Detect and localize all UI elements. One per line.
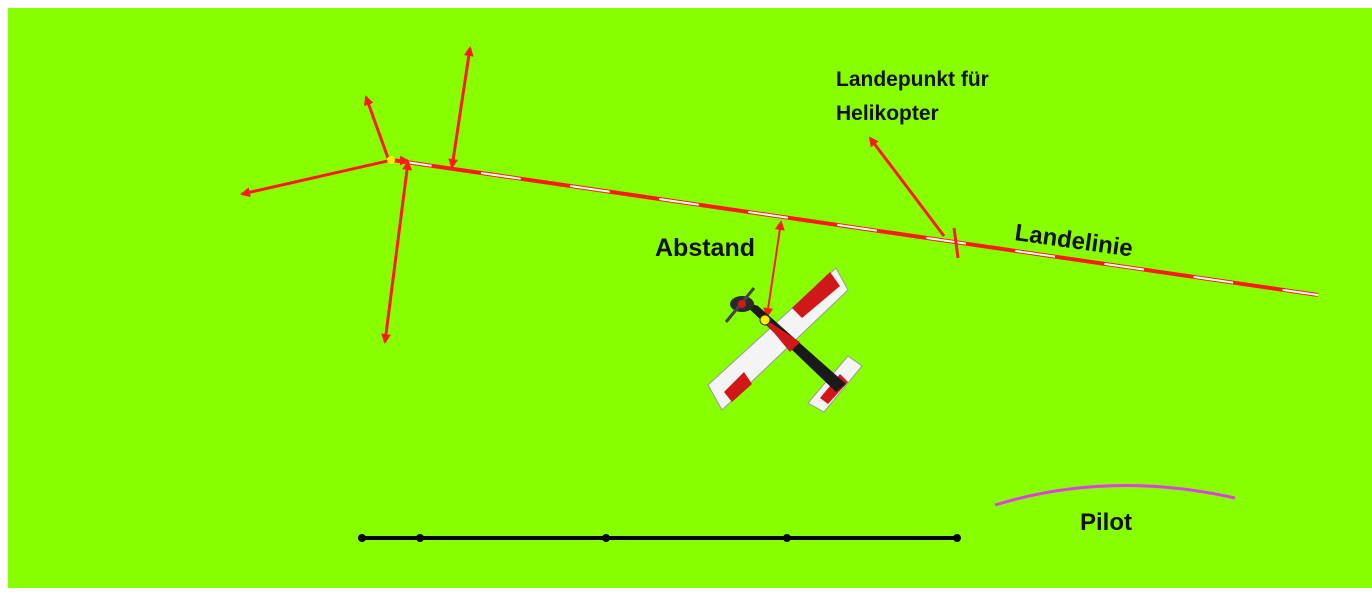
heli-landing-point-label-line2: Helikopter [836,102,939,125]
heli-landing-arrow [868,136,946,237]
landing-line [391,158,1319,297]
pilot-arc [994,484,1236,507]
rc-airplane-icon [707,267,863,413]
distance-label: Abstand [655,234,755,262]
scale-bar [358,534,961,542]
field-background [8,8,1372,588]
distance-arrow [763,220,785,318]
pilot-label: Pilot [1080,509,1132,536]
start-point-marker [387,156,395,164]
heli-landing-point-tick [952,227,960,259]
airplane-reference-point [759,314,771,326]
heli-landing-point-label-line1: Landepunkt für [836,68,989,91]
